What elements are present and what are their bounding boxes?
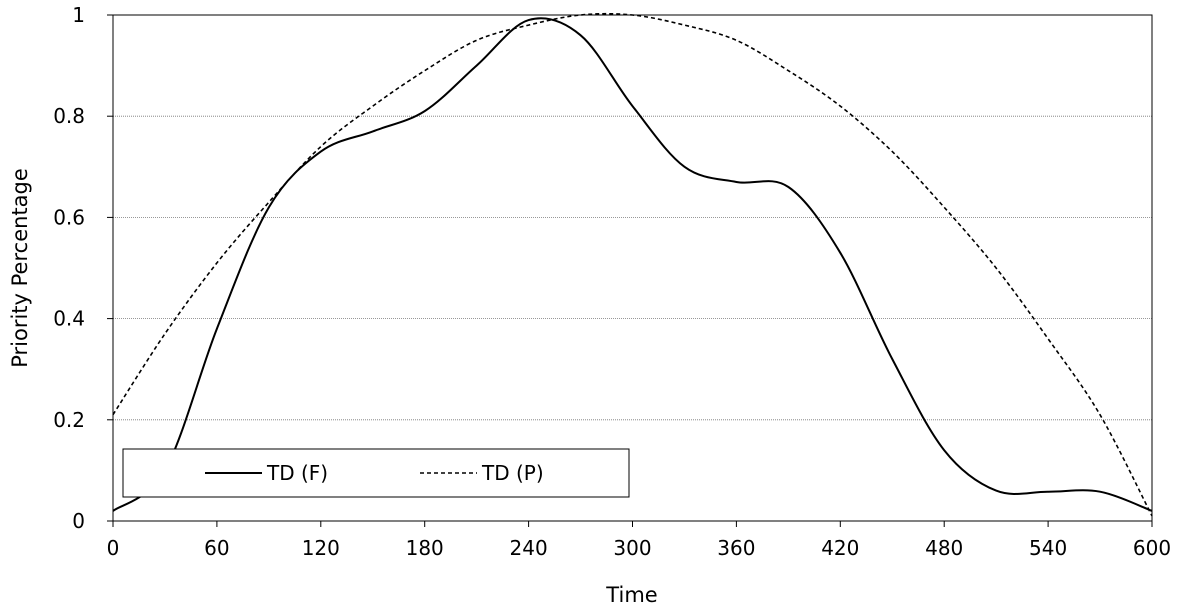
- y-axis-title: Priority Percentage: [8, 168, 32, 368]
- x-tick-label: 420: [821, 536, 859, 560]
- x-tick-label: 360: [717, 536, 755, 560]
- legend-label-td-f: TD (F): [266, 461, 328, 485]
- x-tick-label: 540: [1029, 536, 1067, 560]
- x-tick-label: 600: [1133, 536, 1171, 560]
- x-tick-label: 240: [510, 536, 548, 560]
- series-line-td-p: [112, 12, 1153, 517]
- x-tick-label: 60: [204, 536, 229, 560]
- y-tick-label: 0.8: [53, 104, 85, 128]
- x-tick-label: 180: [406, 536, 444, 560]
- x-axis: 0 60 120 180 240 300 360 420 480 540 600: [107, 521, 1171, 560]
- y-tick-label: 0.6: [53, 205, 85, 229]
- series-line-td-f: [112, 17, 1153, 512]
- y-axis: 0 0.2 0.4 0.6 0.8 1: [53, 3, 113, 533]
- x-tick-label: 0: [107, 536, 120, 560]
- x-tick-label: 480: [925, 536, 963, 560]
- x-tick-label: 300: [613, 536, 651, 560]
- y-tick-label: 0.2: [53, 408, 85, 432]
- legend: TD (F) TD (P): [122, 448, 630, 498]
- x-axis-title: Time: [605, 583, 657, 607]
- series-lines: [112, 12, 1153, 517]
- legend-label-td-p: TD (P): [481, 461, 544, 485]
- y-tick-label: 0.4: [53, 307, 85, 331]
- x-tick-label: 120: [302, 536, 340, 560]
- legend-box: [122, 448, 630, 498]
- y-tick-label: 0: [72, 509, 85, 533]
- y-tick-label: 1: [72, 3, 85, 27]
